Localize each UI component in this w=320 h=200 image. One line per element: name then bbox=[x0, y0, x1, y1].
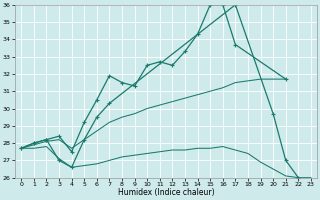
X-axis label: Humidex (Indice chaleur): Humidex (Indice chaleur) bbox=[118, 188, 214, 197]
